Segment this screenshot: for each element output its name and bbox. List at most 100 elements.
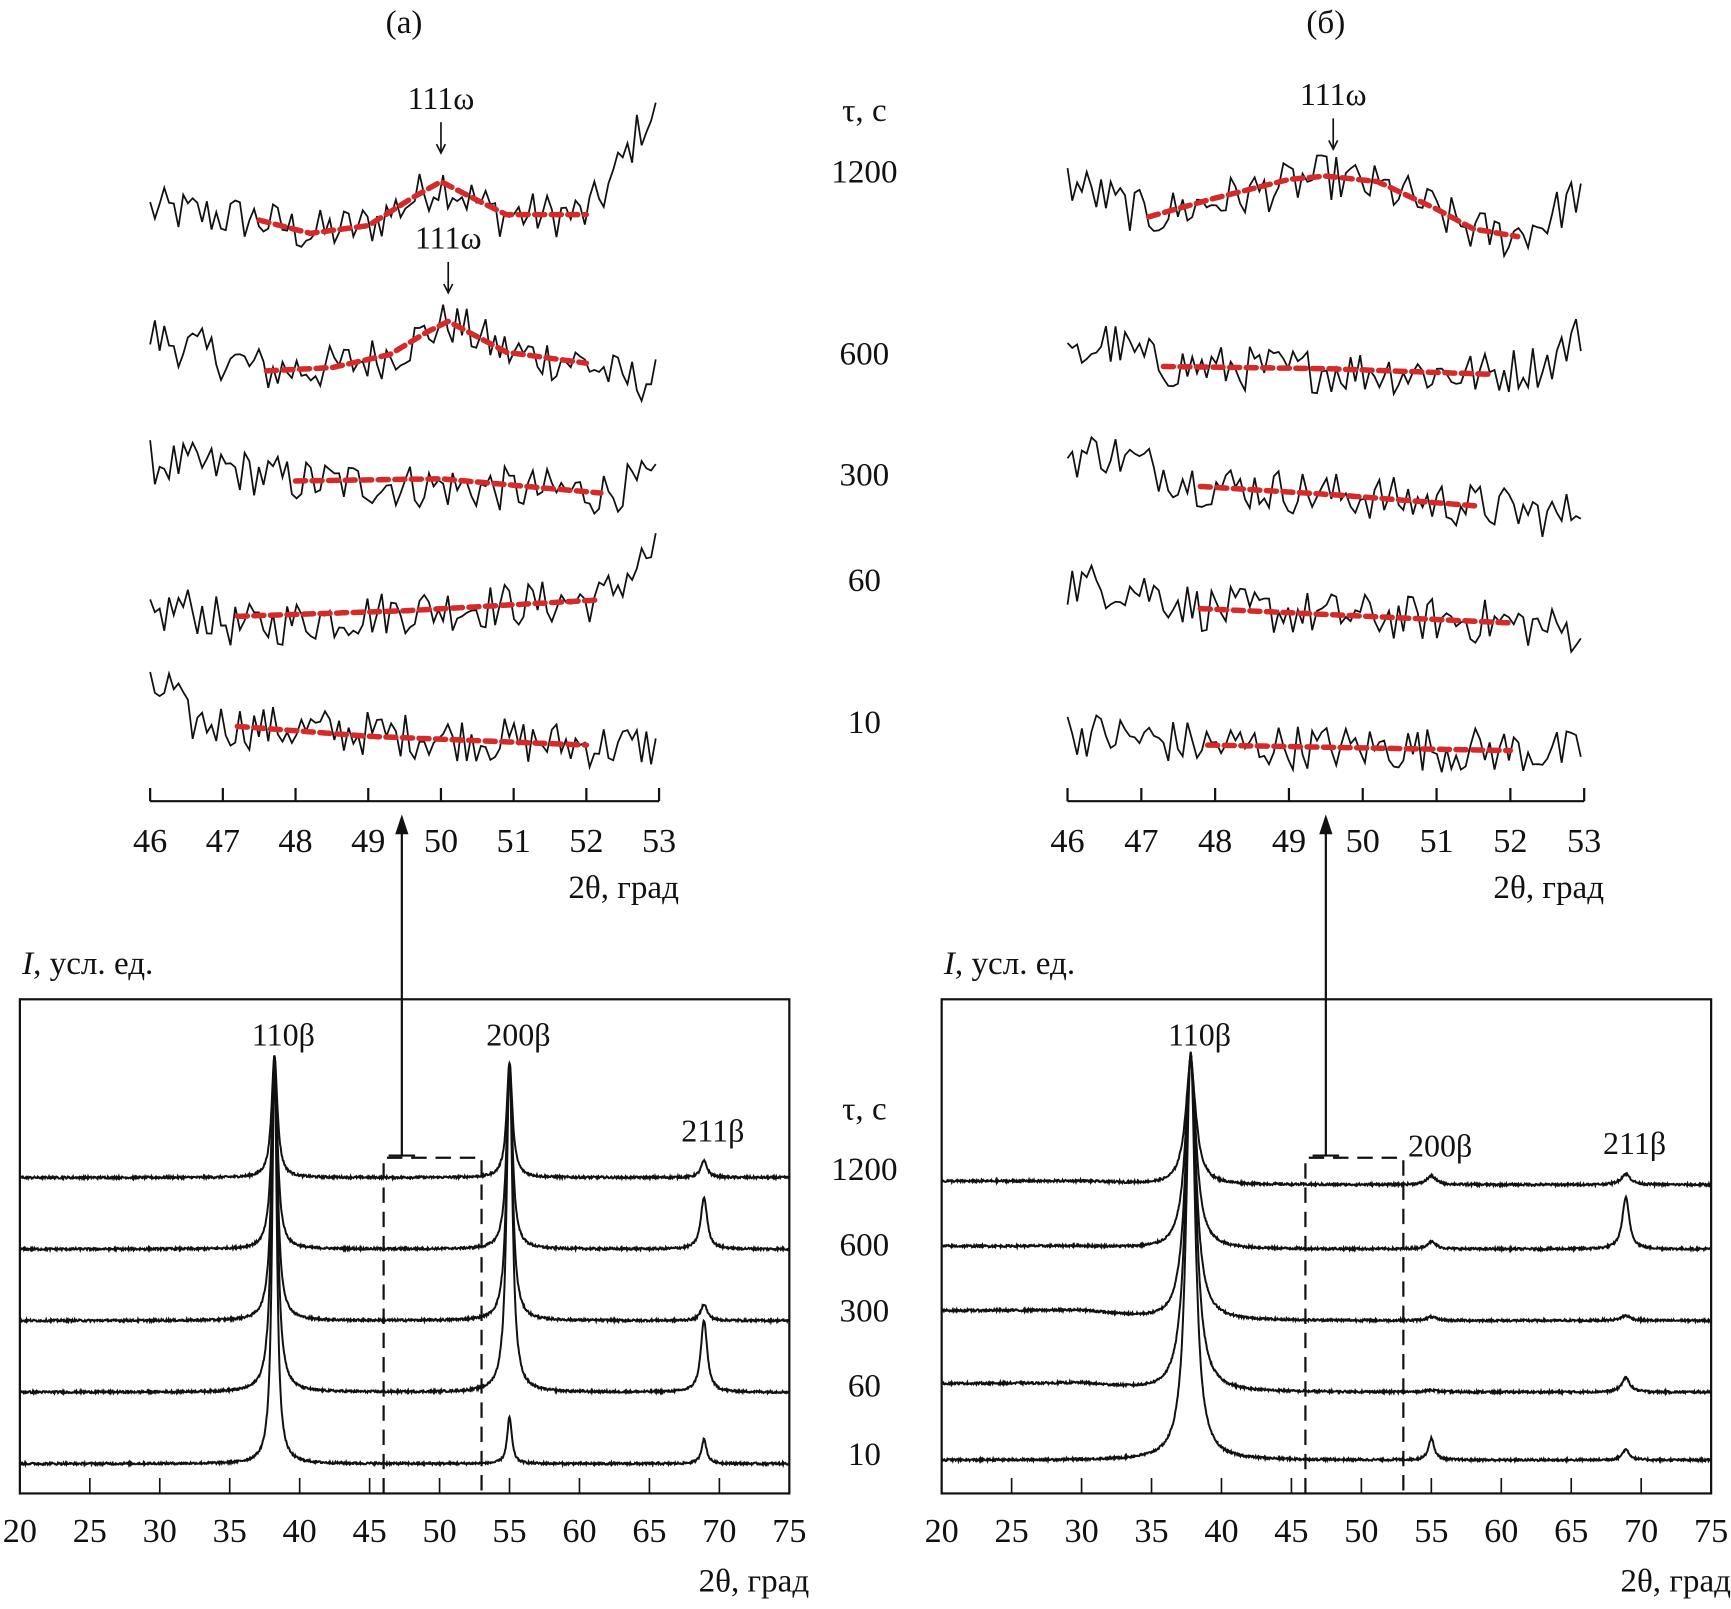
trace-1200 bbox=[149, 102, 657, 248]
trace-60 bbox=[149, 533, 657, 646]
x-tick-label: 70 bbox=[702, 1513, 736, 1550]
x-tick-label: 50 bbox=[422, 1513, 456, 1550]
peak-label: 200β bbox=[486, 1018, 550, 1053]
xrd-pattern-60 bbox=[941, 1055, 1712, 1397]
xrd-pattern-1200 bbox=[19, 1055, 790, 1182]
x-tick-label: 40 bbox=[283, 1513, 317, 1550]
trace-300 bbox=[1066, 435, 1582, 538]
tau-1200-top: 1200 bbox=[831, 155, 897, 191]
tau-300-bottom: 300 bbox=[840, 1294, 890, 1330]
arrowhead-icon bbox=[435, 143, 447, 155]
trace-60 bbox=[1066, 563, 1582, 654]
y-axis-label-b: I, усл. ед. bbox=[943, 946, 1075, 982]
fit-curve-10 bbox=[1204, 742, 1514, 754]
tau-10-top: 10 bbox=[848, 705, 881, 741]
peak-annotation-111-omega: 111ω bbox=[1300, 77, 1367, 112]
fit-curve-600 bbox=[263, 318, 590, 374]
xrd-pattern-10 bbox=[941, 1051, 1712, 1465]
tau-60-bottom: 60 bbox=[848, 1369, 881, 1405]
x-tick-label: 75 bbox=[1694, 1513, 1728, 1550]
y-axis-label-a: I, усл. ед. bbox=[21, 946, 153, 982]
x-tick-label: 20 bbox=[3, 1513, 37, 1550]
peak-annotation-111-omega: 111ω bbox=[408, 81, 475, 116]
x-tick-label: 55 bbox=[1414, 1513, 1448, 1550]
fit-curve-60 bbox=[1197, 605, 1514, 626]
tau-600-bottom: 600 bbox=[840, 1228, 890, 1264]
fit-curve-300 bbox=[292, 475, 604, 496]
x-tick-label: 65 bbox=[632, 1513, 666, 1550]
xrd-pattern-300 bbox=[941, 1055, 1712, 1325]
trace-600 bbox=[149, 304, 657, 404]
arrowhead-icon bbox=[1319, 814, 1333, 835]
x-tick-label: 48 bbox=[1198, 823, 1232, 860]
a-zoom-panel: 46 47 48 49 50 51 52 53 2θ, град 111ω 111ω bbox=[133, 81, 679, 906]
x-tick-label: 50 bbox=[424, 823, 458, 860]
tau-1200-bottom: 1200 bbox=[831, 1152, 897, 1188]
x-tick-label: 49 bbox=[351, 823, 385, 860]
tau-label-top: τ, с bbox=[842, 93, 887, 129]
trace-1200 bbox=[1066, 154, 1582, 259]
x-tick-label: 52 bbox=[1493, 823, 1527, 860]
x-tick-label: 35 bbox=[1134, 1513, 1168, 1550]
tau-label-bottom: τ, с bbox=[842, 1091, 887, 1127]
tau-300-top: 300 bbox=[840, 457, 890, 493]
tau-600-top: 600 bbox=[840, 336, 890, 372]
tau-column-top: τ, с 1200 600 300 60 10 bbox=[831, 93, 897, 741]
fit-curve-300 bbox=[1197, 483, 1484, 510]
x-tick-label: 53 bbox=[642, 823, 676, 860]
x-tick-label: 49 bbox=[1272, 823, 1306, 860]
x-tick-label: 47 bbox=[1124, 823, 1158, 860]
x-tick-label: 45 bbox=[353, 1513, 387, 1550]
plot-frame bbox=[18, 998, 791, 1495]
x-tick-label: 35 bbox=[213, 1513, 247, 1550]
x-axis-label: 2θ, град bbox=[1493, 870, 1604, 906]
b-zoom-panel: 46 47 48 49 50 51 52 53 2θ, град 111ω bbox=[1050, 77, 1604, 906]
a-full-panel: 20 25 30 35 40 45 50 55 60 65 70 75 2θ, град 110β 200β… bbox=[3, 814, 810, 1599]
xrd-pattern-60 bbox=[19, 1055, 790, 1397]
arrowhead-icon bbox=[1328, 139, 1339, 151]
x-axis-label: 2θ, град bbox=[1620, 1563, 1731, 1599]
x-tick-label: 30 bbox=[143, 1513, 177, 1550]
x-tick-label: 51 bbox=[1419, 823, 1453, 860]
fit-curve-60 bbox=[234, 597, 604, 620]
trace-600 bbox=[1066, 318, 1582, 397]
x-tick-label: 50 bbox=[1346, 823, 1380, 860]
x-tick-label: 46 bbox=[1050, 823, 1084, 860]
x-tick-label: 75 bbox=[772, 1513, 806, 1550]
x-tick-label: 65 bbox=[1554, 1513, 1588, 1550]
xrd-pattern-300 bbox=[19, 1055, 790, 1326]
x-tick-label: 47 bbox=[206, 823, 240, 860]
peak-label: 110β bbox=[1168, 1018, 1231, 1053]
xrd-pattern-600 bbox=[19, 1055, 790, 1254]
x-tick-label: 40 bbox=[1204, 1513, 1238, 1550]
arrowhead-icon bbox=[395, 814, 409, 835]
tau-10-bottom: 10 bbox=[848, 1437, 881, 1473]
xrd-pattern-10 bbox=[19, 1056, 790, 1469]
x-tick-label: 51 bbox=[497, 823, 531, 860]
fit-curve-10 bbox=[234, 723, 590, 748]
x-axis-label: 2θ, град bbox=[699, 1563, 810, 1599]
x-tick-label: 25 bbox=[73, 1513, 107, 1550]
x-tick-label: 45 bbox=[1274, 1513, 1308, 1550]
x-tick-label: 52 bbox=[569, 823, 603, 860]
x-tick-label: 50 bbox=[1344, 1513, 1378, 1550]
panel-a-label: (а) bbox=[386, 5, 423, 41]
trace-10 bbox=[149, 670, 657, 771]
peak-label: 211β bbox=[1603, 1126, 1666, 1161]
x-tick-label: 46 bbox=[133, 823, 167, 860]
x-tick-label: 60 bbox=[1484, 1513, 1518, 1550]
fit-curve-1200 bbox=[1145, 173, 1521, 240]
x-tick-label: 25 bbox=[995, 1513, 1029, 1550]
panel-b-label: (б) bbox=[1306, 5, 1345, 41]
fit-curve-600 bbox=[1160, 363, 1492, 377]
arrowhead-icon bbox=[443, 283, 454, 295]
fit-curve-1200 bbox=[256, 178, 590, 237]
x-tick-label: 70 bbox=[1624, 1513, 1658, 1550]
xrd-pattern-600 bbox=[941, 1054, 1712, 1254]
x-tick-label: 20 bbox=[925, 1513, 959, 1550]
b-full-panel: 20 25 30 35 40 45 50 55 60 65 70 75 2θ, град 110β 200β… bbox=[925, 814, 1731, 1599]
x-tick-label: 30 bbox=[1064, 1513, 1098, 1550]
x-tick-label: 60 bbox=[562, 1513, 596, 1550]
x-tick-label: 53 bbox=[1567, 823, 1601, 860]
